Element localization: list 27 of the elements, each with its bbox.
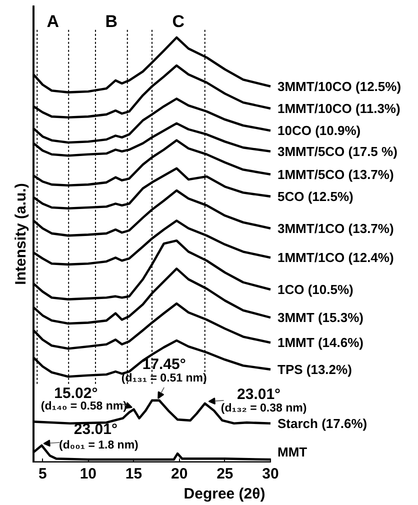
text: A xyxy=(46,12,60,31)
series-label: 1CO (10.5%) xyxy=(278,282,354,298)
x-tick-label: 25 xyxy=(216,466,234,482)
x-axis-title: Degree (2θ) xyxy=(184,486,266,502)
series-label: 1MMT/5CO (13.7%) xyxy=(278,166,394,182)
series-label: 3MMT/10CO (12.5%) xyxy=(278,78,402,94)
series-label: 3MMT/1CO (13.7%) xyxy=(278,220,394,236)
x-tick-label: 5 xyxy=(38,466,47,482)
series-label: 3MMT (15.3%) xyxy=(278,310,364,326)
series-label: 5CO (12.5%) xyxy=(278,188,354,204)
text: C xyxy=(172,12,185,31)
series-label: 3MMT/5CO (17.5 %) xyxy=(278,144,398,159)
series-label: 10CO (10.9%) xyxy=(278,123,361,138)
annotation: 23.01° (d₁₃₂ = 0.38 nm) xyxy=(220,386,307,414)
series-label: MMT xyxy=(278,444,308,460)
series-label: TPS (13.2%) xyxy=(278,362,352,377)
text: B xyxy=(105,12,118,31)
series-label: 1MMT/10CO (11.3%) xyxy=(278,100,400,116)
y-axis-title: Intensity (a.u.) xyxy=(12,183,30,285)
x-tick-label: 20 xyxy=(171,466,188,482)
x-tick-label: 15 xyxy=(125,466,142,482)
x-tick-label: 10 xyxy=(80,466,97,482)
annotation: 23.01° (d₀₀₁ = 1.8 nm) xyxy=(59,421,139,452)
series-label: 1MMT (14.6%) xyxy=(278,335,364,350)
series-label: Starch (17.6%) xyxy=(278,416,368,431)
series-label: 1MMT/1CO (12.4%) xyxy=(278,250,394,266)
x-tick-label: 30 xyxy=(262,466,279,482)
